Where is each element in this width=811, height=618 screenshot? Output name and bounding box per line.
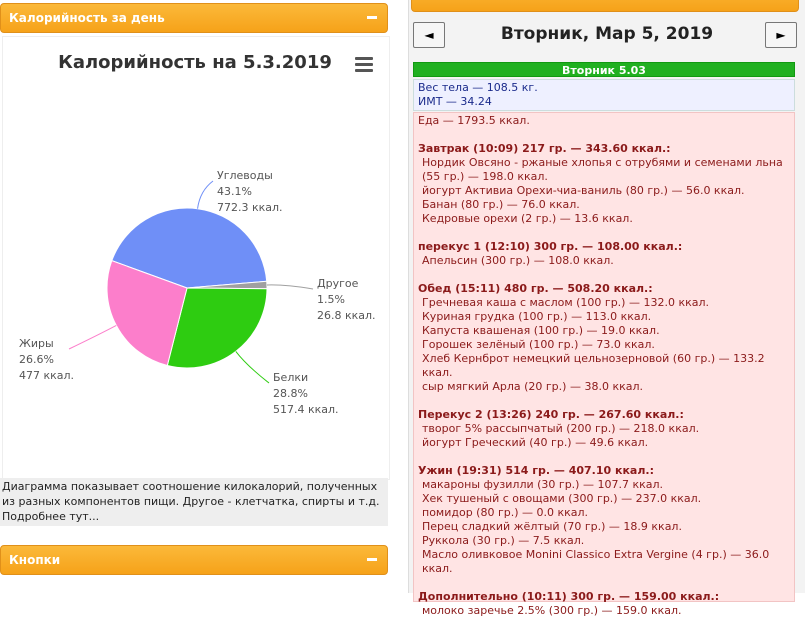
body-line: ИМТ — 34.24	[418, 95, 492, 108]
data-label: 28.8%	[273, 387, 308, 400]
meal-item: творог 5% рассыпчатый (200 гр.) — 218.0 …	[422, 422, 700, 435]
data-label: 26.6%	[19, 353, 54, 366]
pie-slice	[166, 287, 268, 369]
meal-item: йогурт Греческий (40 гр.) — 49.6 ккал.	[422, 436, 649, 449]
meal-item: Хек тушеный с овощами (300 гр.) — 237.0 …	[422, 492, 702, 505]
data-label: 1.5%	[317, 293, 345, 306]
body-box: Вес тела — 108.5 кг. ИМТ — 34.24	[413, 79, 795, 111]
meal-item: Капуста квашеная (100 гр.) — 19.0 ккал.	[422, 324, 660, 337]
meal-item: макароны фузилли (30 гр.) — 107.7 ккал.	[422, 478, 664, 491]
data-label: Другое	[317, 277, 359, 290]
data-label: Углеводы	[217, 169, 273, 182]
data-label: 772.3 ккал.	[217, 201, 283, 214]
panel-header[interactable]	[411, 0, 799, 12]
data-label: 26.8 ккал.	[317, 309, 376, 322]
date-header: Вторник, Мар 5, 2019	[500, 24, 714, 44]
next-button[interactable]: ►	[765, 22, 797, 48]
meal-item: Банан (80 гр.) — 76.0 ккал.	[422, 198, 580, 211]
meal-item: Куриная грудка (100 гр.) — 113.0 ккал.	[422, 310, 652, 323]
meal-title: Ужин (19:31) 514 гр. — 407.10 ккал.:	[418, 464, 654, 477]
meal-item: Нордик Овсяно - ржаные хлопья с отрубями…	[422, 156, 783, 183]
meal-item: Хлеб Кернброт немецкий цельнозерновой (6…	[422, 352, 765, 379]
spacer	[418, 226, 790, 240]
data-label: 517.4 ккал.	[273, 403, 339, 416]
chart: Калорийность на 5.3.2019 Углеводы 43.1% 77…	[19, 52, 376, 416]
panel-header[interactable]: Калорийность за день	[0, 3, 388, 33]
connector	[197, 180, 214, 209]
meal-title: перекус 1 (12:10) 300 гр. — 108.00 ккал.…	[418, 240, 683, 253]
meal-item: йогурт Активиа Орехи-чиа-ваниль (80 гр.)…	[422, 184, 745, 197]
header-text: Калорийность за день	[9, 11, 165, 25]
body-line: Вес тела — 108.5 кг.	[418, 81, 538, 94]
menu-icon[interactable]	[355, 57, 373, 72]
spacer	[418, 268, 790, 282]
panel-header[interactable]: Кнопки	[0, 545, 388, 575]
meal-item: помидор (80 гр.) — 0.0 ккал.	[422, 506, 589, 519]
header-text: Кнопки	[9, 553, 61, 567]
meal-item: сыр мягкий Арла (20 гр.) — 38.0 ккал.	[422, 380, 643, 393]
food-box: Еда — 1793.5 ккал. Завтрак (10:09) 217 гр…	[413, 112, 795, 617]
connector	[235, 351, 270, 384]
spacer	[418, 394, 790, 408]
connector	[266, 284, 314, 290]
meal-item: Апельсин (300 гр.) — 108.0 ккал.	[422, 254, 614, 267]
description: Диаграмма показывает соотношение килокал…	[0, 478, 388, 526]
meal-item: Кедровые орехи (2 гр.) — 13.6 ккал.	[422, 212, 633, 225]
minimize[interactable]	[367, 558, 377, 561]
meal-title: Перекус 2 (13:26) 240 гр. — 267.60 ккал.…	[418, 408, 684, 421]
prev-button[interactable]: ◄	[413, 22, 445, 48]
spacer	[418, 576, 790, 590]
chart-area: Калорийность на 5.3.2019 Углеводы 43.1% 77…	[2, 36, 390, 480]
chart-title: Калорийность на 5.3.2019	[58, 52, 332, 73]
day-bar: Вторник 5.03	[413, 62, 795, 77]
meal-item: Руккола (30 гр.) — 7.5 ккал.	[422, 534, 585, 547]
pie-slice	[106, 259, 188, 367]
meal-item: Перец сладкий жёлтый (70 гр.) — 18.9 кка…	[422, 520, 682, 533]
data-label: 43.1%	[217, 185, 252, 198]
minimize[interactable]	[367, 16, 377, 19]
meal-item: Гречневая каша с маслом (100 гр.) — 132.…	[422, 296, 709, 309]
spacer	[418, 128, 790, 142]
connector	[68, 324, 117, 350]
meal-title: Дополнительно (10:11) 300 гр. — 159.00 к…	[418, 590, 720, 603]
meal-title: Обед (15:11) 480 гр. — 508.20 ккал.:	[418, 282, 653, 295]
meal-title: Завтрак (10:09) 217 гр. — 343.60 ккал.:	[418, 142, 671, 155]
spacer	[418, 450, 790, 464]
data-label: Белки	[273, 371, 308, 384]
data-label: 477 ккал.	[19, 369, 74, 382]
meal-item: Горошек зелёный (100 гр.) — 73.0 ккал.	[422, 338, 655, 351]
meal-item: Масло оливковое Monini Classico Extra Ve…	[422, 548, 770, 575]
food-total: Еда — 1793.5 ккал.	[418, 114, 530, 127]
data-label: Жиры	[19, 337, 54, 350]
right-panel: ◄ ► Вторник, Мар 5, 2019 Вторник 5.03 Ве…	[408, 0, 805, 617]
meal-item: молоко заречье 2.5% (300 гр.) — 159.0 кк…	[422, 604, 682, 617]
